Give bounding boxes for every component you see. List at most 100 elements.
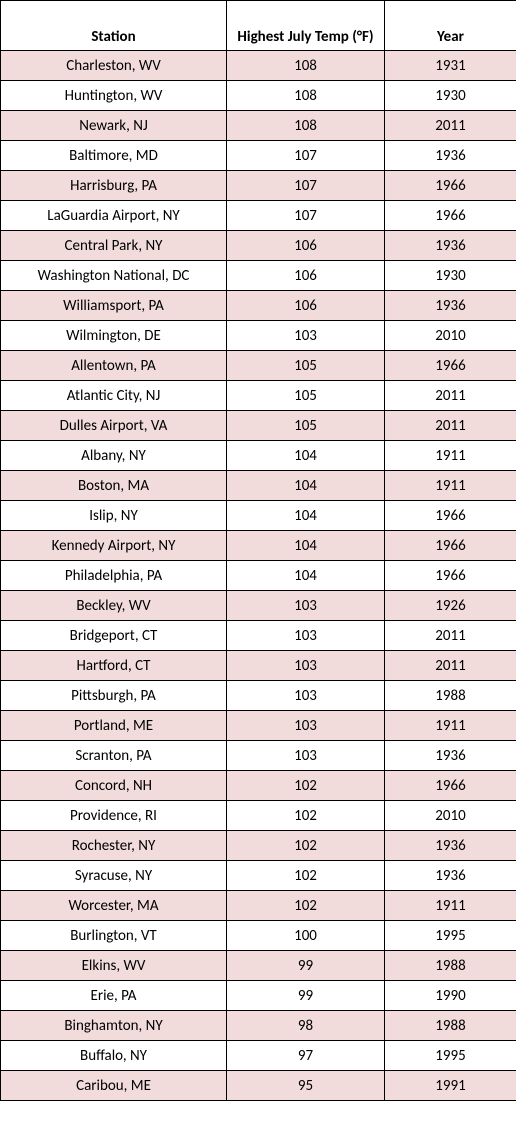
cell-station: Erie, PA xyxy=(1,981,227,1011)
cell-temp: 95 xyxy=(227,1071,385,1101)
cell-temp: 107 xyxy=(227,201,385,231)
cell-station: Worcester, MA xyxy=(1,891,227,921)
cell-year: 1911 xyxy=(385,891,516,921)
cell-year: 1936 xyxy=(385,741,516,771)
table-row: Central Park, NY1061936 xyxy=(1,231,516,261)
table-row: LaGuardia Airport, NY1071966 xyxy=(1,201,516,231)
cell-station: Baltimore, MD xyxy=(1,141,227,171)
cell-temp: 108 xyxy=(227,111,385,141)
cell-temp: 103 xyxy=(227,741,385,771)
table-row: Erie, PA991990 xyxy=(1,981,516,1011)
cell-temp: 107 xyxy=(227,141,385,171)
cell-year: 1995 xyxy=(385,921,516,951)
cell-temp: 105 xyxy=(227,381,385,411)
table-row: Portland, ME1031911 xyxy=(1,711,516,741)
table-row: Dulles Airport, VA1052011 xyxy=(1,411,516,441)
table-row: Williamsport, PA1061936 xyxy=(1,291,516,321)
cell-temp: 106 xyxy=(227,231,385,261)
col-header-year: Year xyxy=(385,1,516,51)
cell-station: Beckley, WV xyxy=(1,591,227,621)
cell-year: 1991 xyxy=(385,1071,516,1101)
table-row: Pittsburgh, PA1031988 xyxy=(1,681,516,711)
table-row: Binghamton, NY981988 xyxy=(1,1011,516,1041)
cell-year: 2011 xyxy=(385,111,516,141)
table-row: Buffalo, NY971995 xyxy=(1,1041,516,1071)
cell-temp: 107 xyxy=(227,171,385,201)
table-row: Kennedy Airport, NY1041966 xyxy=(1,531,516,561)
cell-year: 2010 xyxy=(385,321,516,351)
cell-station: Scranton, PA xyxy=(1,741,227,771)
cell-year: 1936 xyxy=(385,861,516,891)
cell-temp: 97 xyxy=(227,1041,385,1071)
table-row: Providence, RI1022010 xyxy=(1,801,516,831)
table-row: Elkins, WV991988 xyxy=(1,951,516,981)
cell-temp: 106 xyxy=(227,291,385,321)
cell-temp: 104 xyxy=(227,531,385,561)
cell-temp: 104 xyxy=(227,501,385,531)
cell-station: Buffalo, NY xyxy=(1,1041,227,1071)
cell-temp: 108 xyxy=(227,51,385,81)
cell-station: Elkins, WV xyxy=(1,951,227,981)
cell-temp: 103 xyxy=(227,651,385,681)
cell-temp: 105 xyxy=(227,351,385,381)
cell-station: Islip, NY xyxy=(1,501,227,531)
cell-year: 1911 xyxy=(385,471,516,501)
table-body: Charleston, WV1081931Huntington, WV10819… xyxy=(1,51,516,1101)
cell-station: Dulles Airport, VA xyxy=(1,411,227,441)
cell-station: Newark, NJ xyxy=(1,111,227,141)
table-row: Huntington, WV1081930 xyxy=(1,81,516,111)
cell-year: 1966 xyxy=(385,171,516,201)
cell-station: Syracuse, NY xyxy=(1,861,227,891)
table-row: Newark, NJ1082011 xyxy=(1,111,516,141)
cell-year: 1911 xyxy=(385,441,516,471)
cell-temp: 108 xyxy=(227,81,385,111)
cell-year: 1936 xyxy=(385,141,516,171)
table-row: Washington National, DC1061930 xyxy=(1,261,516,291)
table-row: Hartford, CT1032011 xyxy=(1,651,516,681)
cell-year: 1931 xyxy=(385,51,516,81)
table-row: Beckley, WV1031926 xyxy=(1,591,516,621)
cell-station: Allentown, PA xyxy=(1,351,227,381)
cell-temp: 106 xyxy=(227,261,385,291)
table-row: Baltimore, MD1071936 xyxy=(1,141,516,171)
cell-station: Washington National, DC xyxy=(1,261,227,291)
cell-station: Harrisburg, PA xyxy=(1,171,227,201)
table-row: Scranton, PA1031936 xyxy=(1,741,516,771)
cell-station: Bridgeport, CT xyxy=(1,621,227,651)
cell-temp: 103 xyxy=(227,621,385,651)
table-row: Caribou, ME951991 xyxy=(1,1071,516,1101)
table-row: Philadelphia, PA1041966 xyxy=(1,561,516,591)
cell-temp: 100 xyxy=(227,921,385,951)
col-header-temp: Highest July Temp (°F) xyxy=(227,1,385,51)
cell-station: Charleston, WV xyxy=(1,51,227,81)
table-row: Bridgeport, CT1032011 xyxy=(1,621,516,651)
table-row: Atlantic City, NJ1052011 xyxy=(1,381,516,411)
cell-station: Huntington, WV xyxy=(1,81,227,111)
cell-year: 1936 xyxy=(385,291,516,321)
cell-temp: 104 xyxy=(227,471,385,501)
cell-temp: 98 xyxy=(227,1011,385,1041)
table-row: Boston, MA1041911 xyxy=(1,471,516,501)
cell-temp: 104 xyxy=(227,441,385,471)
cell-temp: 105 xyxy=(227,411,385,441)
cell-year: 1936 xyxy=(385,231,516,261)
cell-station: Williamsport, PA xyxy=(1,291,227,321)
cell-station: Concord, NH xyxy=(1,771,227,801)
cell-year: 1995 xyxy=(385,1041,516,1071)
table-row: Worcester, MA1021911 xyxy=(1,891,516,921)
cell-station: Providence, RI xyxy=(1,801,227,831)
cell-year: 1930 xyxy=(385,81,516,111)
table-row: Rochester, NY1021936 xyxy=(1,831,516,861)
cell-station: Portland, ME xyxy=(1,711,227,741)
cell-station: Hartford, CT xyxy=(1,651,227,681)
table-header-row: Station Highest July Temp (°F) Year xyxy=(1,1,516,51)
table-row: Albany, NY1041911 xyxy=(1,441,516,471)
cell-temp: 103 xyxy=(227,321,385,351)
cell-station: Wilmington, DE xyxy=(1,321,227,351)
col-header-station: Station xyxy=(1,1,227,51)
cell-temp: 103 xyxy=(227,711,385,741)
cell-temp: 102 xyxy=(227,801,385,831)
cell-temp: 102 xyxy=(227,771,385,801)
cell-year: 1966 xyxy=(385,771,516,801)
cell-year: 2011 xyxy=(385,411,516,441)
